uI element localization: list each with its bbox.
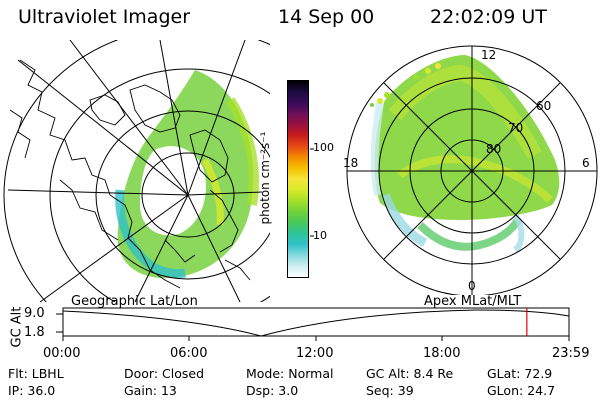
- geographic-auroral-image: [3, 40, 270, 302]
- colorbar-label: photon cm⁻²s⁻¹: [258, 131, 272, 225]
- geographic-grid: [3, 40, 270, 302]
- info-gain: Gain: 13: [124, 383, 177, 398]
- timeline-ytick-min: 1.8: [24, 325, 45, 340]
- info-seq: Seq: 39: [366, 383, 414, 398]
- info-filter: Flt: LBHL: [8, 366, 64, 381]
- info-ip: IP: 36.0: [8, 383, 56, 398]
- timeline-xtick-2359: 23:59: [552, 346, 590, 361]
- info-gc-alt: GC Alt: 8.4 Re: [366, 366, 454, 381]
- auroral-oval-geographic: [115, 70, 259, 279]
- info-dsp: Dsp: 3.0: [246, 383, 299, 398]
- timeline-xtick-1200: 12:00: [296, 346, 334, 361]
- colorbar-tick-100: 100: [313, 141, 334, 154]
- observation-time: 22:02:09 UT: [430, 6, 547, 28]
- instrument-title: Ultraviolet Imager: [18, 6, 191, 28]
- timeline-xtick-1800: 18:00: [423, 346, 461, 361]
- polar-grid: [346, 45, 598, 295]
- colorbar-tick-10: 10: [313, 229, 327, 242]
- lat-label-60: 60: [536, 99, 551, 113]
- auroral-oval-polar: [370, 55, 560, 253]
- lat-label-80: 80: [486, 142, 501, 156]
- mlt-label-12: 12: [481, 48, 496, 62]
- coastlines: [9, 59, 251, 289]
- mlt-label-0: 0: [468, 279, 476, 293]
- left-panel-label: Geographic Lat/Lon: [71, 294, 198, 309]
- timeline-plot: [56, 307, 570, 341]
- altitude-curve: [62, 309, 570, 337]
- timeline-xtick-0600: 06:00: [170, 346, 208, 361]
- timeline-xtick-0000: 00:00: [43, 346, 81, 361]
- info-glon: GLon: 24.7: [487, 383, 556, 398]
- info-door: Door: Closed: [124, 366, 205, 381]
- colorbar-tick-marks: [310, 148, 314, 237]
- right-panel-label: Apex MLat/MLT: [424, 294, 522, 309]
- polar-mlat-mlt-plot: 12 18 6 0 60 70 80: [343, 45, 598, 295]
- observation-date: 14 Sep 00: [278, 6, 375, 28]
- colorbar: [287, 80, 309, 278]
- mlt-label-6: 6: [582, 156, 590, 170]
- timeline-ytick-max: 9.0: [24, 306, 45, 321]
- mlt-label-18: 18: [343, 156, 358, 170]
- timeline-axis-label: GC Alt: [9, 306, 25, 348]
- info-mode: Mode: Normal: [246, 366, 334, 381]
- lat-label-70: 70: [508, 121, 523, 135]
- info-glat: GLat: 72.9: [487, 366, 553, 381]
